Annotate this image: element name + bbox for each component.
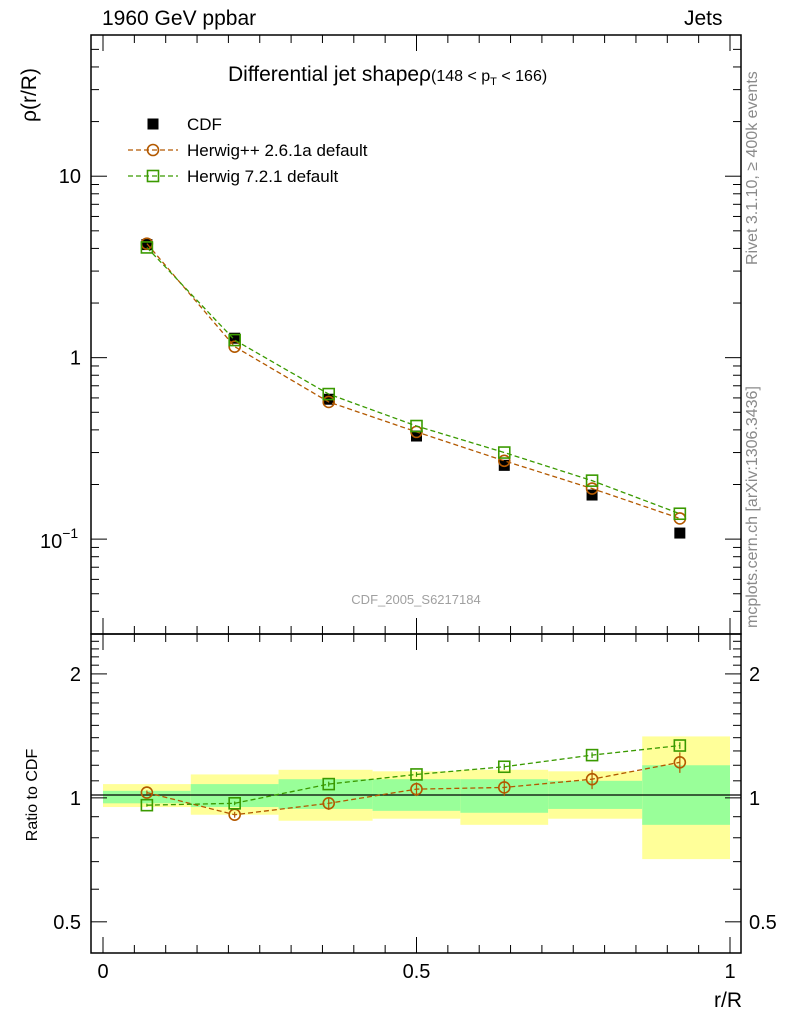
data-point	[498, 459, 510, 471]
ratio-point	[322, 777, 336, 791]
plot-title: Differential jet shapeρ(148 < pT < 166)	[228, 63, 548, 89]
tick-marks	[91, 34, 741, 953]
data-point	[410, 419, 423, 433]
y-tick-label: 1	[70, 348, 81, 370]
tick-labels: 10 1 10−1 2 2 1 1 0.5 0.5 0 0.5 1	[40, 166, 777, 983]
x-tick-label: 0	[97, 961, 108, 983]
y-axis-label: ρ(r/R)	[18, 68, 41, 122]
ratio-point	[585, 772, 599, 786]
legend-marker	[146, 169, 160, 183]
ratio-y-tick-label: 2	[749, 664, 760, 686]
header-left: 1960 GeV ppbar	[102, 7, 257, 30]
watermark: CDF_2005_S6217184	[351, 592, 480, 607]
ratio-y-axis-label: Ratio to CDF	[24, 749, 41, 842]
x-axis-label: r/R	[714, 989, 742, 1012]
data-point	[674, 527, 686, 539]
data-point	[497, 454, 511, 468]
ratio-point	[140, 798, 154, 812]
band-inner-bin	[103, 790, 191, 804]
data-point	[673, 507, 687, 521]
series-filled-square	[141, 239, 686, 539]
ratio-y-tick-label: 0.5	[749, 912, 777, 934]
ratio-y-tick-label: 2	[70, 664, 81, 686]
x-tick-label: 0.5	[403, 961, 431, 983]
data-point	[585, 474, 599, 487]
ratio-y-tick-label: 1	[749, 788, 760, 810]
ratio-y-tick-label: 1	[70, 788, 81, 810]
y-tick-label: 10	[59, 166, 81, 188]
series-line	[146, 246, 681, 515]
data-point	[229, 332, 241, 344]
ratio-series-open-circle	[140, 752, 687, 822]
legend-marker	[146, 143, 160, 157]
band-inner-bin	[278, 779, 373, 809]
legend-entry: CDF	[147, 115, 222, 134]
legend-label: Herwig++ 2.6.1a default	[187, 141, 368, 160]
data-series	[140, 237, 687, 822]
legend-label: Herwig 7.2.1 default	[187, 167, 338, 186]
ratio-point	[497, 781, 511, 794]
data-point	[228, 340, 241, 353]
header-right: Jets	[684, 7, 723, 30]
legend-entry: Herwig 7.2.1 default	[128, 167, 338, 186]
ratio-point	[673, 739, 687, 752]
legend-entry: Herwig++ 2.6.1a default	[128, 141, 368, 160]
data-point	[322, 395, 336, 409]
data-point	[411, 430, 422, 442]
data-point	[228, 333, 241, 347]
ratio-point	[585, 748, 599, 762]
ratio-bands	[103, 736, 730, 860]
ratio-point	[140, 786, 154, 799]
data-point	[586, 489, 598, 501]
ratio-point	[673, 756, 687, 769]
data-point	[585, 482, 599, 495]
y-tick-label: 10−1	[40, 525, 78, 553]
ratio-point	[410, 768, 423, 781]
series-open-square	[140, 241, 687, 521]
ratio-point	[228, 797, 241, 810]
axis-labels: ρ(r/R) Ratio to CDF r/R CDF_2005_S621718…	[18, 68, 742, 1012]
data-point	[322, 387, 336, 401]
ratio-y-tick-label: 0.5	[53, 912, 81, 934]
ratio-series-open-square	[140, 739, 687, 812]
ratio-point	[322, 797, 336, 810]
ratio-point	[497, 760, 511, 774]
data-point	[140, 241, 154, 254]
data-point	[497, 446, 511, 459]
legend-marker	[147, 118, 159, 130]
legend-label: CDF	[187, 115, 222, 134]
ratio-point	[410, 782, 423, 796]
series-line	[146, 243, 681, 520]
legend: CDF Herwig++ 2.6.1a default Herwig 7.2.1 d…	[128, 115, 368, 186]
x-tick-label: 1	[724, 961, 735, 983]
series-open-circle	[140, 237, 687, 525]
